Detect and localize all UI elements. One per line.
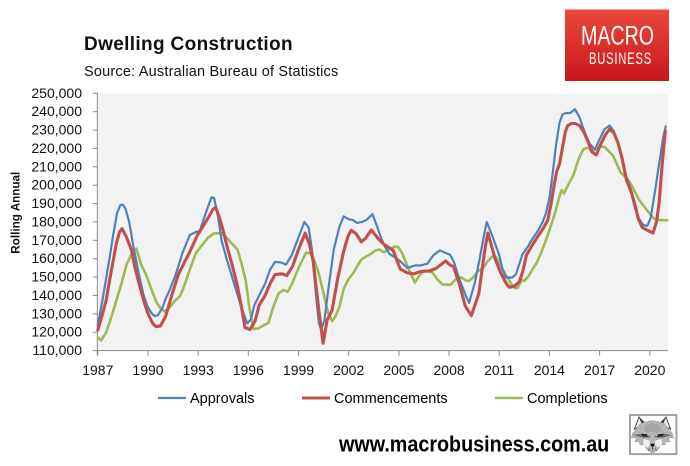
svg-text:Rolling Annual: Rolling Annual [11,172,23,254]
svg-text:MACRO: MACRO [581,21,654,51]
svg-text:190,000: 190,000 [31,195,82,211]
svg-text:Approvals: Approvals [190,391,254,407]
svg-text:1999: 1999 [283,362,314,378]
svg-text:Dwelling Construction: Dwelling Construction [84,34,293,55]
svg-text:180,000: 180,000 [31,213,82,229]
svg-text:210,000: 210,000 [31,158,82,174]
svg-text:160,000: 160,000 [31,250,82,266]
svg-text:2020: 2020 [634,362,665,378]
svg-text:110,000: 110,000 [32,342,82,358]
svg-text:250,000: 250,000 [31,85,82,101]
svg-text:140,000: 140,000 [31,287,82,303]
svg-text:1993: 1993 [183,362,214,378]
svg-text:Source: Australian Bureau of S: Source: Australian Bureau of Statistics [84,64,338,80]
svg-text:2011: 2011 [484,362,514,378]
svg-text:Completions: Completions [527,391,608,407]
svg-text:2014: 2014 [534,362,565,378]
svg-text:1990: 1990 [132,362,163,378]
svg-text:2002: 2002 [333,362,364,378]
svg-text:240,000: 240,000 [31,103,82,119]
svg-text:2008: 2008 [434,362,465,378]
svg-text:170,000: 170,000 [31,232,82,248]
svg-text:Commencements: Commencements [334,391,448,407]
svg-text:200,000: 200,000 [31,177,82,193]
svg-text:150,000: 150,000 [31,269,82,285]
svg-text:120,000: 120,000 [31,324,82,340]
svg-text:1987: 1987 [82,362,113,378]
svg-text:BUSINESS: BUSINESS [589,50,652,69]
svg-text:2017: 2017 [584,362,615,378]
svg-text:2005: 2005 [383,362,414,378]
svg-text:1996: 1996 [233,362,264,378]
svg-text:220,000: 220,000 [31,140,82,156]
svg-text:230,000: 230,000 [31,122,82,138]
svg-text:www.macrobusiness.com.au: www.macrobusiness.com.au [338,432,609,456]
svg-text:130,000: 130,000 [31,305,82,321]
